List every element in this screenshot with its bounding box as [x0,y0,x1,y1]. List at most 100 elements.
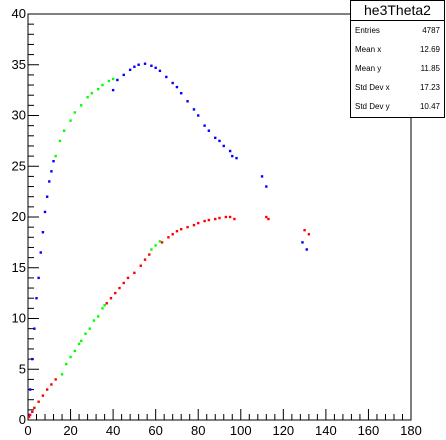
data-point [186,100,189,103]
data-point [207,218,211,222]
data-point [160,241,164,244]
data-point [37,400,40,403]
y-tick-label: 35 [12,57,26,72]
stats-label: Mean y [355,64,382,73]
stats-label: Std Dev y [355,102,390,111]
data-point [235,156,238,160]
data-point [218,139,221,143]
data-point [231,154,234,158]
y-tick-label: 0 [19,412,26,427]
data-point [33,406,36,410]
y-tick-label: 10 [12,311,26,326]
data-point [31,410,34,414]
data-point [58,139,62,143]
data-point [203,124,206,127]
data-point [158,240,162,243]
data-point [133,271,136,275]
data-point [41,394,45,397]
data-point [143,62,147,65]
data-point [101,83,104,87]
data-point [192,223,196,227]
data-point [65,362,68,366]
data-point [45,388,49,391]
data-point [28,413,32,417]
x-tick-label: 20 [63,423,77,438]
data-point [90,91,94,95]
x-tick-label: 40 [106,423,120,438]
data-point [148,253,151,256]
data-point [197,114,200,117]
data-point [265,215,268,219]
data-point [301,241,304,244]
data-point [228,215,232,219]
data-point [171,81,174,85]
data-point [118,286,121,290]
data-point [37,276,40,280]
data-point [180,91,183,95]
data-point [101,307,104,310]
y-tick-label: 20 [12,209,26,224]
data-point [192,108,196,111]
data-point [41,231,45,234]
data-point [92,319,96,322]
data-point [165,75,168,79]
axis-ticks [27,13,412,421]
data-point [203,219,206,223]
data-point [116,78,119,82]
x-tick-label: 100 [230,423,252,438]
data-point [228,149,232,153]
data-point [52,159,55,163]
data-point [62,129,66,132]
x-tick-label: 180 [400,423,422,438]
data-point [150,248,153,251]
data-point [222,144,225,148]
data-point [114,291,117,295]
data-point [111,77,115,81]
data-point [111,88,115,92]
data-point [122,281,125,285]
data-point [305,248,308,251]
data-point [79,104,83,107]
data-point [86,96,89,99]
data-points [27,62,311,419]
data-point [175,230,179,233]
data-point [267,217,270,221]
data-point [73,349,77,353]
data-point [35,297,38,300]
data-point [33,327,36,330]
data-point [69,119,72,122]
x-tick-label: 80 [191,423,205,438]
y-tick-label: 40 [12,6,26,21]
data-point [150,64,153,67]
data-point [307,233,311,236]
data-point [186,225,189,229]
data-point [197,221,200,225]
data-point [109,297,113,300]
data-point [54,154,57,158]
x-tick-label: 60 [148,423,162,438]
data-point [233,217,236,221]
stats-title: he3Theta2 [351,1,444,21]
data-point [303,228,306,232]
y-tick-label: 30 [12,108,26,123]
data-point [73,111,77,114]
y-tick-label: 5 [19,361,26,376]
stats-value: 12.69 [419,45,440,54]
data-point [39,251,42,254]
stats-row-std-dev-y: Std Dev y 10.47 [351,97,444,116]
x-tick-label: 120 [272,423,294,438]
stats-value: 17.23 [419,83,440,92]
data-point [105,302,108,305]
data-point [180,227,183,231]
data-point [139,264,142,267]
data-point [97,315,100,318]
data-point [175,85,179,89]
data-point [48,180,51,183]
data-point [214,217,217,221]
data-point [260,175,264,178]
stats-row-entries: Entries 4787 [351,21,444,40]
stats-label: Mean x [355,45,382,54]
axis-tick-labels: 0 20 40 60 80 100 120 140 160 180 0 5 10 15 20 25 30 35 40 [12,6,422,438]
data-point [171,233,174,236]
stats-row-mean-x: Mean x 12.69 [351,40,444,59]
